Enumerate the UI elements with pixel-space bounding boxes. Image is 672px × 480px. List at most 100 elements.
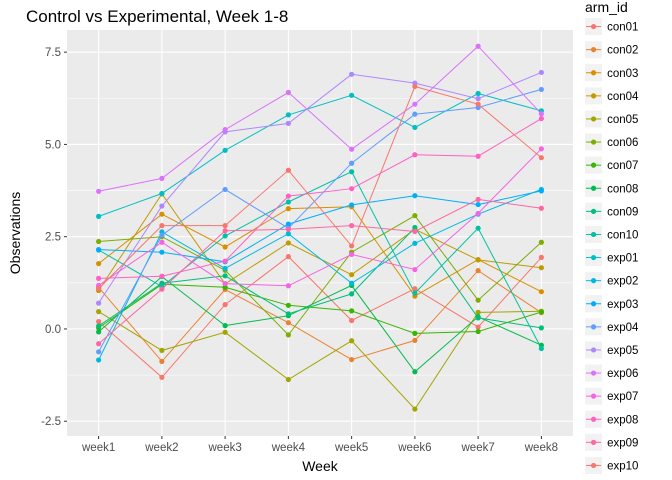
data-point-exp03: [96, 247, 102, 253]
data-point-con03: [159, 211, 165, 217]
data-point-con01: [96, 318, 102, 325]
x-tick-label: week2: [144, 442, 178, 454]
data-point-exp06: [96, 188, 102, 194]
legend-label: exp06: [607, 368, 638, 380]
legend-label: con04: [607, 91, 639, 103]
series-line-con06: [98, 215, 542, 336]
data-point-con02: [285, 320, 291, 326]
legend-key-point: [590, 439, 597, 445]
x-tick-label: week8: [524, 442, 558, 454]
data-point-con07: [222, 284, 228, 290]
data-point-con03: [285, 206, 291, 212]
data-point-exp01: [159, 190, 165, 197]
data-point-exp03: [159, 249, 165, 255]
legend-label: exp09: [607, 437, 638, 449]
data-point-con01: [475, 324, 481, 330]
data-point-con01: [222, 302, 228, 308]
legend-key-point: [590, 347, 597, 353]
data-point-exp10: [412, 83, 418, 90]
series-line-con01: [98, 255, 542, 379]
data-point-con10: [349, 169, 355, 175]
data-point-exp08: [159, 273, 165, 279]
legend-label: con08: [607, 183, 638, 195]
legend-key-point: [590, 47, 597, 53]
data-point-con08: [412, 369, 418, 375]
legend-label: con01: [607, 22, 638, 34]
data-point-exp10: [538, 155, 544, 161]
x-tick-label: week5: [334, 442, 368, 454]
legend-label: con07: [607, 160, 638, 172]
data-point-con07: [538, 309, 544, 315]
legend-key-point: [590, 208, 597, 214]
data-point-con06: [475, 297, 481, 303]
legend-key-point: [590, 324, 597, 330]
data-point-exp10: [475, 101, 481, 107]
legend-key-point: [590, 23, 597, 30]
data-point-exp02: [349, 280, 355, 286]
data-point-con06: [96, 238, 102, 245]
y-tick-label: 7.5: [45, 47, 61, 59]
series-points: [96, 43, 544, 412]
x-axis: week1 week2 week3 week4 week5 week6 week7 week8: [81, 436, 558, 454]
data-point-exp10: [222, 223, 228, 229]
data-point-exp07: [412, 266, 418, 273]
data-point-exp08: [349, 186, 355, 192]
data-point-exp01: [475, 90, 481, 97]
legend-key-point: [590, 254, 597, 261]
data-point-con10: [412, 290, 418, 296]
data-point-exp06: [285, 89, 291, 95]
data-point-exp01: [349, 92, 355, 98]
series-line-exp07: [98, 148, 542, 287]
y-tick-label: -2.5: [41, 416, 61, 428]
y-axis: -2.5 0.0 2.5 5.0 7.5: [41, 47, 67, 428]
data-point-exp06: [538, 111, 544, 117]
data-point-con05: [222, 329, 228, 335]
data-point-exp09: [538, 205, 544, 211]
data-point-con04: [475, 257, 481, 263]
x-tick-label: week4: [271, 442, 306, 454]
data-point-exp07: [349, 251, 355, 258]
data-point-exp02: [96, 357, 102, 363]
data-point-exp04: [159, 232, 165, 238]
data-point-exp01: [285, 112, 291, 118]
chart-title: Control vs Experimental, Week 1-8: [26, 7, 288, 26]
data-point-exp09: [222, 228, 228, 234]
data-point-exp10: [159, 223, 165, 229]
data-point-exp02: [222, 265, 228, 272]
data-point-con03: [538, 289, 544, 295]
legend-label: con02: [607, 45, 638, 57]
legend-label: exp10: [607, 460, 638, 472]
data-point-con07: [475, 328, 481, 335]
legend-key-point: [590, 301, 597, 307]
data-point-exp05: [96, 300, 102, 306]
data-point-exp01: [222, 147, 228, 153]
x-tick-label: week1: [81, 442, 115, 454]
data-point-exp09: [349, 223, 355, 229]
legend-label: con10: [607, 229, 638, 241]
legend-label: exp04: [607, 322, 639, 334]
data-point-exp04: [412, 111, 418, 117]
data-point-exp08: [96, 275, 102, 281]
series-line-exp01: [98, 92, 542, 217]
data-point-con05: [96, 309, 102, 315]
legend-key-point: [590, 93, 597, 99]
data-point-con03: [222, 244, 228, 250]
data-point-con03: [96, 261, 102, 267]
data-point-exp09: [412, 228, 418, 235]
data-point-exp05: [538, 69, 544, 76]
legend-key-point: [590, 393, 597, 399]
series-line-exp09: [98, 198, 542, 345]
legend-label: exp07: [607, 391, 638, 403]
legend-key-point: [590, 139, 597, 145]
legend-title: arm_id: [585, 0, 628, 15]
data-point-con04: [285, 240, 291, 246]
series-line-exp08: [98, 118, 542, 279]
legend-label: con09: [607, 206, 638, 218]
data-point-exp03: [538, 188, 544, 194]
data-point-exp07: [285, 283, 291, 289]
legend-label: exp01: [607, 253, 638, 265]
data-point-con02: [349, 356, 355, 363]
data-point-exp02: [285, 231, 291, 237]
data-point-con02: [412, 337, 418, 344]
